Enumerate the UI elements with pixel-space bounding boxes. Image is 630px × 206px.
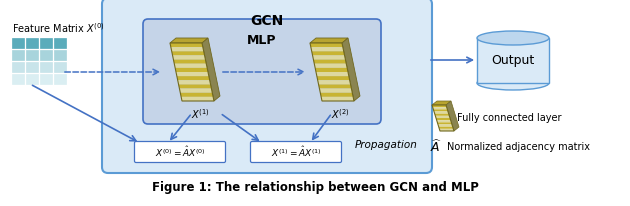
Text: $X^{(1)}=\hat{A}X^{(1)}$: $X^{(1)}=\hat{A}X^{(1)}$ xyxy=(270,145,321,159)
Polygon shape xyxy=(435,114,449,116)
Polygon shape xyxy=(315,68,348,72)
Polygon shape xyxy=(438,127,454,129)
Text: Output: Output xyxy=(491,54,535,67)
Bar xyxy=(12,50,25,61)
Text: Feature Matrix $X^{(0)}$: Feature Matrix $X^{(0)}$ xyxy=(12,21,105,35)
Polygon shape xyxy=(433,109,448,111)
Polygon shape xyxy=(173,60,206,64)
Polygon shape xyxy=(314,64,347,68)
Polygon shape xyxy=(436,118,450,120)
Polygon shape xyxy=(435,116,450,118)
Polygon shape xyxy=(175,68,208,72)
Text: $\widehat{A}$: $\widehat{A}$ xyxy=(430,139,442,155)
Polygon shape xyxy=(446,101,459,131)
Text: GCN: GCN xyxy=(250,14,284,28)
Text: $X^{(1)}$: $X^{(1)}$ xyxy=(190,107,209,121)
Bar xyxy=(40,74,53,85)
Polygon shape xyxy=(439,129,454,131)
Bar xyxy=(12,74,25,85)
Polygon shape xyxy=(438,124,453,127)
Polygon shape xyxy=(432,105,447,107)
FancyBboxPatch shape xyxy=(102,0,432,173)
Polygon shape xyxy=(310,38,348,43)
Polygon shape xyxy=(434,111,449,114)
Polygon shape xyxy=(311,47,344,51)
Polygon shape xyxy=(176,72,209,76)
Polygon shape xyxy=(180,93,213,97)
Text: Propagation: Propagation xyxy=(355,140,418,150)
Polygon shape xyxy=(319,89,352,93)
Polygon shape xyxy=(180,89,212,93)
Polygon shape xyxy=(178,80,210,84)
Polygon shape xyxy=(177,76,210,80)
Polygon shape xyxy=(170,43,203,47)
Polygon shape xyxy=(320,93,353,97)
Polygon shape xyxy=(318,80,350,84)
Polygon shape xyxy=(173,55,205,60)
Polygon shape xyxy=(172,51,205,55)
Ellipse shape xyxy=(477,76,549,90)
Polygon shape xyxy=(312,51,345,55)
Polygon shape xyxy=(310,43,343,47)
Bar xyxy=(12,38,25,49)
Bar xyxy=(40,62,53,73)
Bar xyxy=(12,62,25,73)
Polygon shape xyxy=(316,72,349,76)
Bar xyxy=(477,38,549,83)
Polygon shape xyxy=(319,84,352,89)
Polygon shape xyxy=(437,120,451,122)
Polygon shape xyxy=(433,107,447,109)
Bar xyxy=(54,62,67,73)
Polygon shape xyxy=(312,55,345,60)
Bar xyxy=(26,62,39,73)
Bar xyxy=(54,38,67,49)
FancyBboxPatch shape xyxy=(143,19,381,124)
Polygon shape xyxy=(202,38,220,101)
Polygon shape xyxy=(321,97,354,101)
Bar xyxy=(26,38,39,49)
Polygon shape xyxy=(181,97,214,101)
Text: Normalized adjacency matrix: Normalized adjacency matrix xyxy=(447,142,590,152)
Polygon shape xyxy=(314,60,347,64)
Bar xyxy=(26,74,39,85)
Polygon shape xyxy=(432,101,451,105)
Text: Fully connected layer: Fully connected layer xyxy=(457,113,561,123)
Bar xyxy=(54,74,67,85)
Polygon shape xyxy=(178,84,212,89)
Text: $X^{(0)}=\hat{A}X^{(0)}$: $X^{(0)}=\hat{A}X^{(0)}$ xyxy=(154,145,205,159)
Polygon shape xyxy=(342,38,360,101)
Text: $X^{(2)}$: $X^{(2)}$ xyxy=(331,107,350,121)
FancyBboxPatch shape xyxy=(251,142,341,163)
Bar xyxy=(26,50,39,61)
Polygon shape xyxy=(171,47,203,51)
Ellipse shape xyxy=(477,31,549,45)
Bar xyxy=(40,50,53,61)
Bar xyxy=(40,38,53,49)
FancyBboxPatch shape xyxy=(134,142,226,163)
Polygon shape xyxy=(317,76,350,80)
Polygon shape xyxy=(170,38,208,43)
Bar xyxy=(54,50,67,61)
Polygon shape xyxy=(175,64,207,68)
Text: MLP: MLP xyxy=(247,34,277,47)
Text: Figure 1: The relationship between GCN and MLP: Figure 1: The relationship between GCN a… xyxy=(152,181,478,194)
Polygon shape xyxy=(437,122,452,124)
